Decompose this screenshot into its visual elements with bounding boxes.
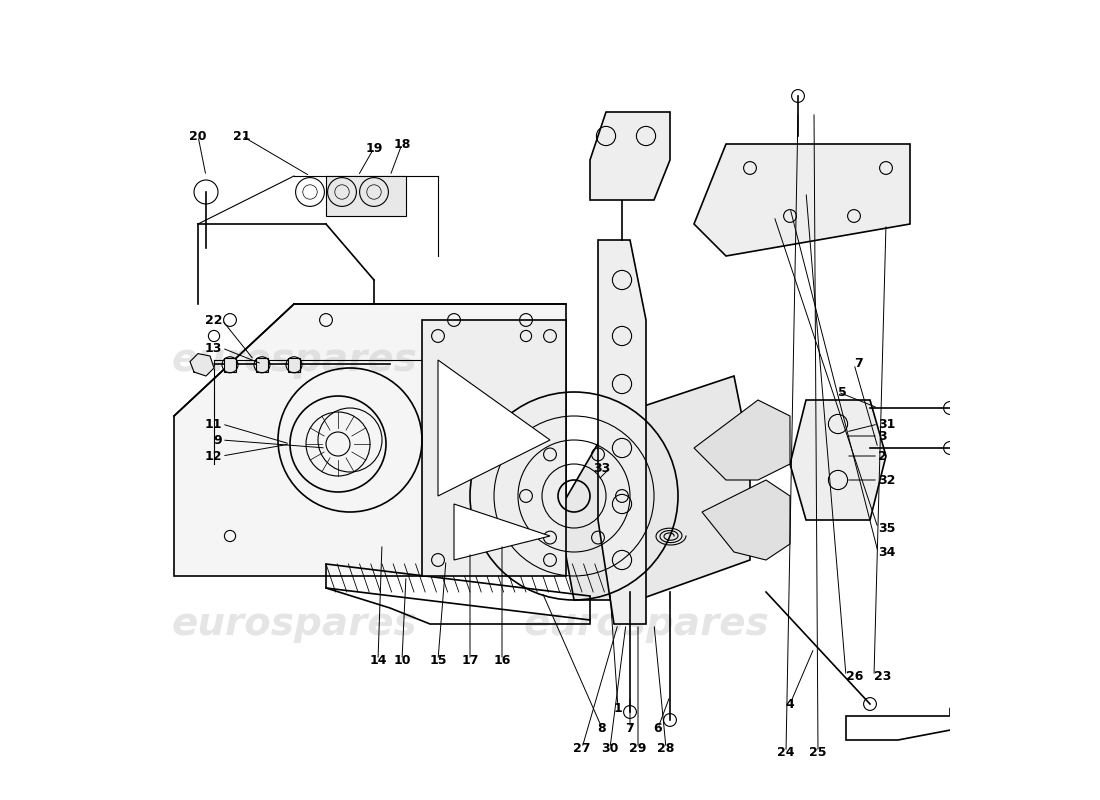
Text: 7: 7 <box>626 722 635 734</box>
Text: 34: 34 <box>878 546 895 558</box>
Text: 10: 10 <box>394 654 410 666</box>
Text: 33: 33 <box>593 462 611 474</box>
Polygon shape <box>702 480 790 560</box>
Polygon shape <box>422 320 566 576</box>
Text: 7: 7 <box>854 358 862 370</box>
Text: eurospares: eurospares <box>524 605 769 643</box>
Text: 32: 32 <box>878 474 895 486</box>
Text: 4: 4 <box>785 698 794 710</box>
Polygon shape <box>590 112 670 200</box>
Text: 13: 13 <box>205 342 222 354</box>
Polygon shape <box>558 376 750 600</box>
Text: 31: 31 <box>878 418 895 430</box>
Polygon shape <box>326 176 406 216</box>
Polygon shape <box>598 240 646 624</box>
Polygon shape <box>190 354 214 376</box>
Text: 28: 28 <box>658 742 674 754</box>
Text: 35: 35 <box>878 522 895 534</box>
Text: 5: 5 <box>838 386 847 398</box>
Polygon shape <box>694 400 790 480</box>
Bar <box>223 358 236 372</box>
Text: 3: 3 <box>878 430 887 442</box>
Text: 23: 23 <box>874 670 891 682</box>
Text: 9: 9 <box>213 434 222 446</box>
Text: 11: 11 <box>205 418 222 430</box>
Text: 27: 27 <box>573 742 591 754</box>
Text: 12: 12 <box>205 450 222 462</box>
Text: 18: 18 <box>394 138 410 150</box>
Text: 26: 26 <box>846 670 864 682</box>
Text: 2: 2 <box>878 450 887 462</box>
Text: 1: 1 <box>614 702 623 714</box>
Text: 14: 14 <box>370 654 387 666</box>
Text: 22: 22 <box>205 314 222 326</box>
Polygon shape <box>694 144 910 256</box>
Text: 20: 20 <box>189 130 207 142</box>
Text: 24: 24 <box>778 746 794 758</box>
Text: 16: 16 <box>493 654 510 666</box>
Polygon shape <box>438 360 550 496</box>
Text: eurospares: eurospares <box>172 605 417 643</box>
Text: 8: 8 <box>597 722 606 734</box>
Text: eurospares: eurospares <box>172 341 417 379</box>
Text: 17: 17 <box>461 654 478 666</box>
Text: 30: 30 <box>602 742 618 754</box>
Bar <box>287 358 300 372</box>
Polygon shape <box>846 708 982 740</box>
Text: 29: 29 <box>629 742 647 754</box>
Text: 15: 15 <box>429 654 447 666</box>
Polygon shape <box>454 504 550 560</box>
Bar <box>255 358 268 372</box>
Polygon shape <box>790 400 886 520</box>
Text: 21: 21 <box>233 130 251 142</box>
Text: 25: 25 <box>810 746 827 758</box>
Text: 6: 6 <box>653 722 662 734</box>
Polygon shape <box>174 304 566 576</box>
Text: 19: 19 <box>365 142 383 154</box>
Text: eurospares: eurospares <box>468 501 713 539</box>
